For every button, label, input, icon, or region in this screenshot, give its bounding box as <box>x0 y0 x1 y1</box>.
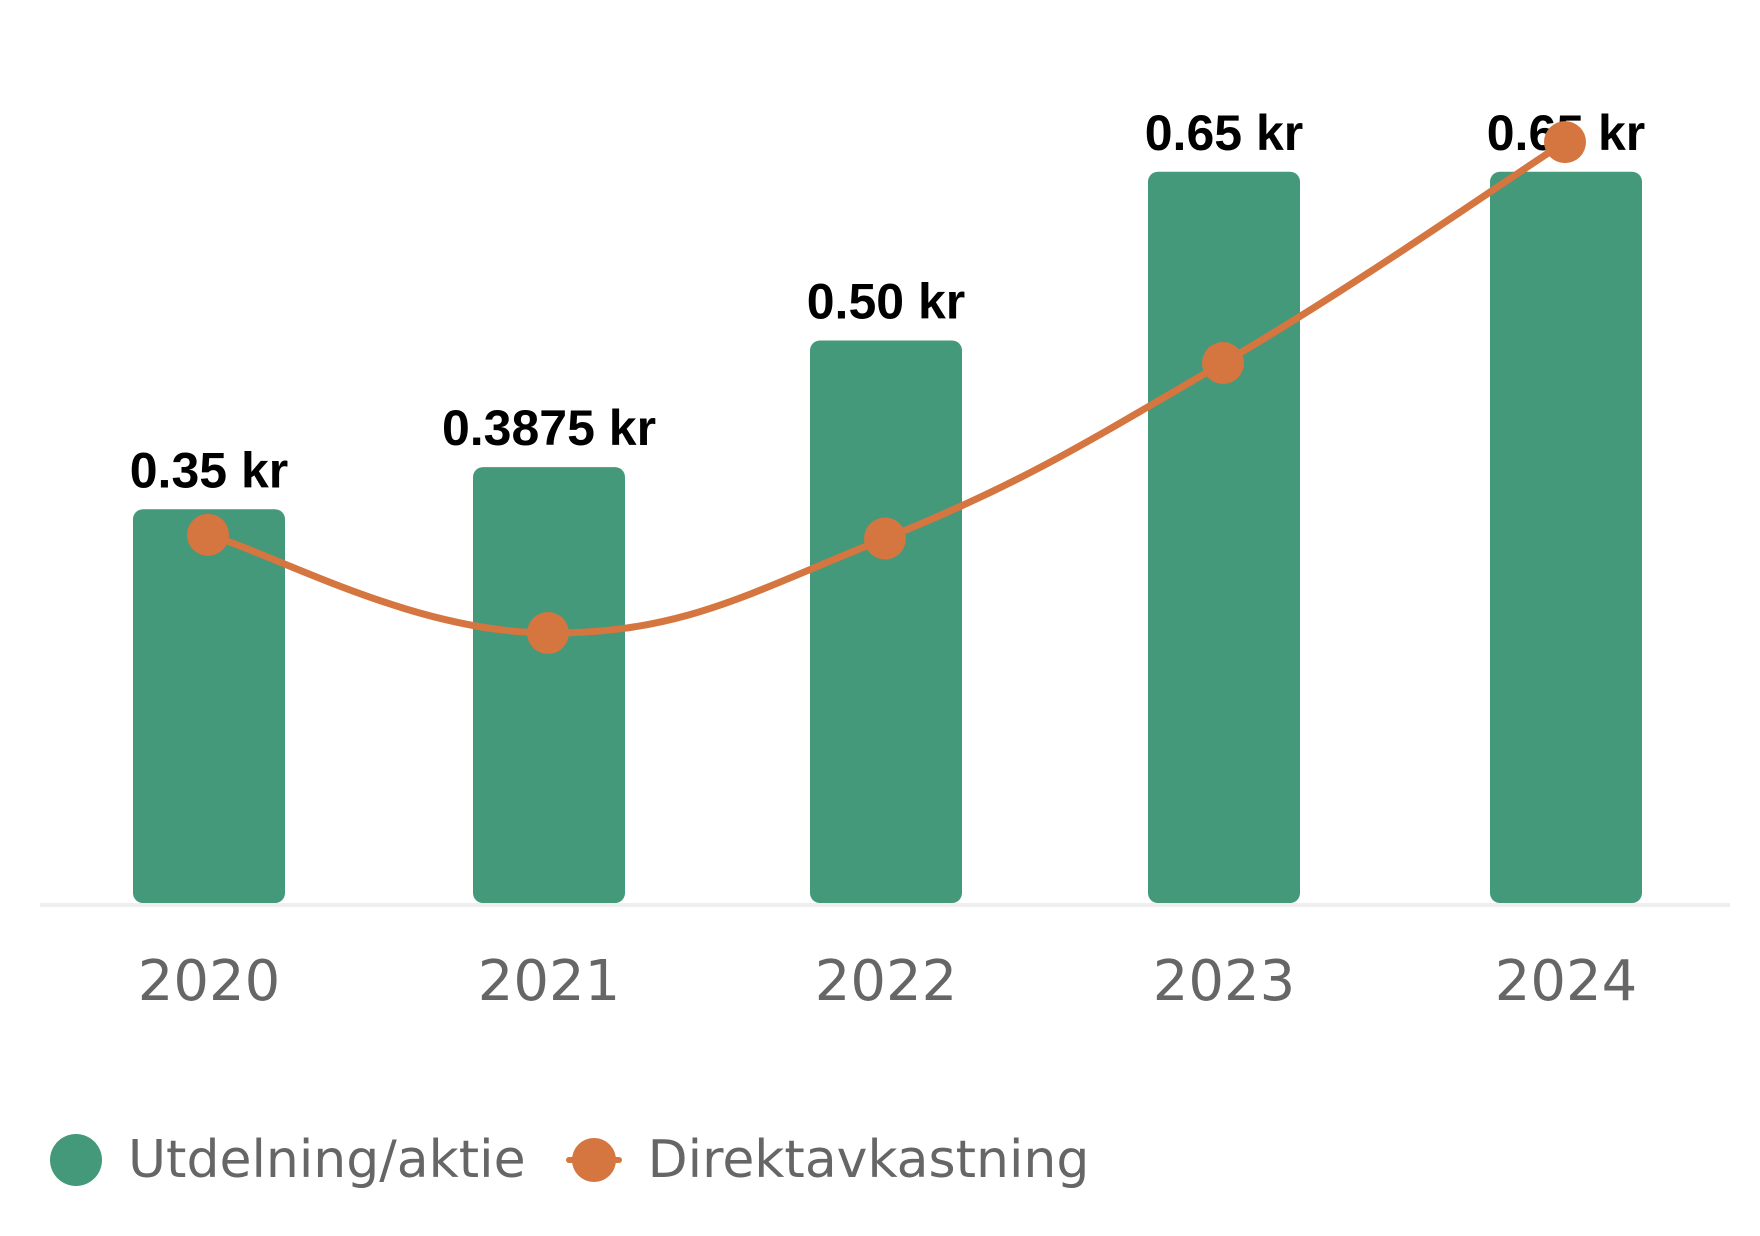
line-point-2021[interactable] <box>527 612 569 654</box>
bar-value-label-2022: 0.50 kr <box>807 274 965 330</box>
bar-value-label-2023: 0.65 kr <box>1145 105 1303 161</box>
bar-2023[interactable] <box>1148 171 1300 903</box>
bar-2024[interactable] <box>1490 171 1642 903</box>
x-tick-2023: 2023 <box>1153 949 1296 1014</box>
bars-group <box>133 171 1642 904</box>
bar-2020[interactable] <box>133 509 285 903</box>
line-point-2024[interactable] <box>1544 121 1586 164</box>
line-points-group <box>187 121 1586 654</box>
bar-2022[interactable] <box>810 340 962 904</box>
legend-label-bars: Utdelning/aktie <box>128 1130 526 1190</box>
x-tick-labels-group: 2020 2021 2022 2023 2024 <box>138 949 1638 1014</box>
line-point-2022[interactable] <box>864 517 906 560</box>
x-tick-2022: 2022 <box>815 949 958 1014</box>
line-point-2023[interactable] <box>1202 342 1244 384</box>
legend: Utdelning/aktie Direktavkastning <box>50 1130 1129 1190</box>
x-tick-2021: 2021 <box>478 949 621 1014</box>
legend-item-line[interactable]: Direktavkastning <box>565 1130 1090 1190</box>
bar-value-label-2021: 0.3875 kr <box>442 400 656 456</box>
x-tick-2024: 2024 <box>1495 949 1638 1014</box>
x-tick-2020: 2020 <box>138 949 281 1014</box>
legend-label-line: Direktavkastning <box>647 1130 1090 1190</box>
legend-swatch-bars <box>50 1134 102 1186</box>
legend-item-bars[interactable]: Utdelning/aktie <box>50 1130 526 1190</box>
bar-2021[interactable] <box>473 467 625 903</box>
legend-swatch-line <box>565 1134 622 1186</box>
bar-value-label-2020: 0.35 kr <box>130 442 288 498</box>
line-point-2020[interactable] <box>187 513 229 556</box>
